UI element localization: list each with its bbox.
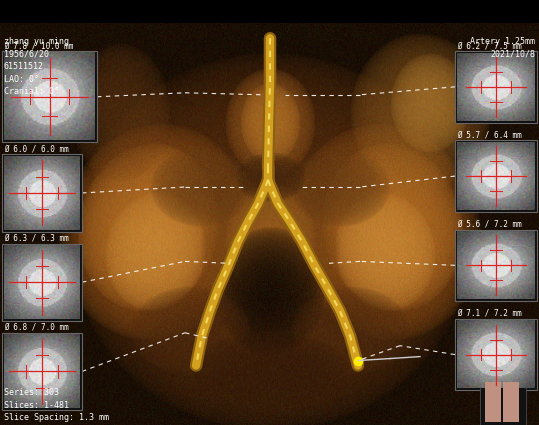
Bar (2, 51, 97, 142)
Bar (455, 51, 537, 122)
Bar (485, 382, 501, 422)
Text: Ø 6.0 / 6.0 mm: Ø 6.0 / 6.0 mm (4, 144, 69, 153)
Bar (455, 140, 537, 212)
Text: Dimmed background: Dimmed background (197, 5, 342, 18)
Bar (503, 382, 519, 422)
Text: Ø 5.6 / 7.2 mm: Ø 5.6 / 7.2 mm (457, 220, 522, 229)
Bar (2, 244, 82, 321)
Text: Ø 6.3 / 6.3 mm: Ø 6.3 / 6.3 mm (4, 233, 69, 243)
Text: Ø 5.7 / 6.4 mm: Ø 5.7 / 6.4 mm (457, 130, 522, 139)
Text: Series: 303
Slices: 1-481
Slice Spacing: 1.3 mm
JpegProcess14: Series: 303 Slices: 1-481 Slice Spacing:… (4, 388, 109, 425)
Text: Ø 7.1 / 7.2 mm: Ø 7.1 / 7.2 mm (457, 309, 522, 318)
Text: Ø 6.2 / 7.5 mm: Ø 6.2 / 7.5 mm (457, 41, 522, 50)
Bar (455, 319, 537, 390)
Text: Artery 1.25mm
2021/10/8: Artery 1.25mm 2021/10/8 (470, 37, 535, 59)
Text: Ø 6.8 / 7.0 mm: Ø 6.8 / 7.0 mm (4, 323, 69, 332)
Text: Ø 7.8 / 10.0 mm: Ø 7.8 / 10.0 mm (4, 41, 73, 50)
Bar (2, 333, 82, 410)
Bar (2, 154, 82, 232)
Bar (480, 378, 526, 425)
Text: zhang yu ming
1956/6/20
61511512
LAO: 0°
Cranial: 0°: zhang yu ming 1956/6/20 61511512 LAO: 0°… (4, 37, 69, 96)
Bar (455, 230, 537, 301)
